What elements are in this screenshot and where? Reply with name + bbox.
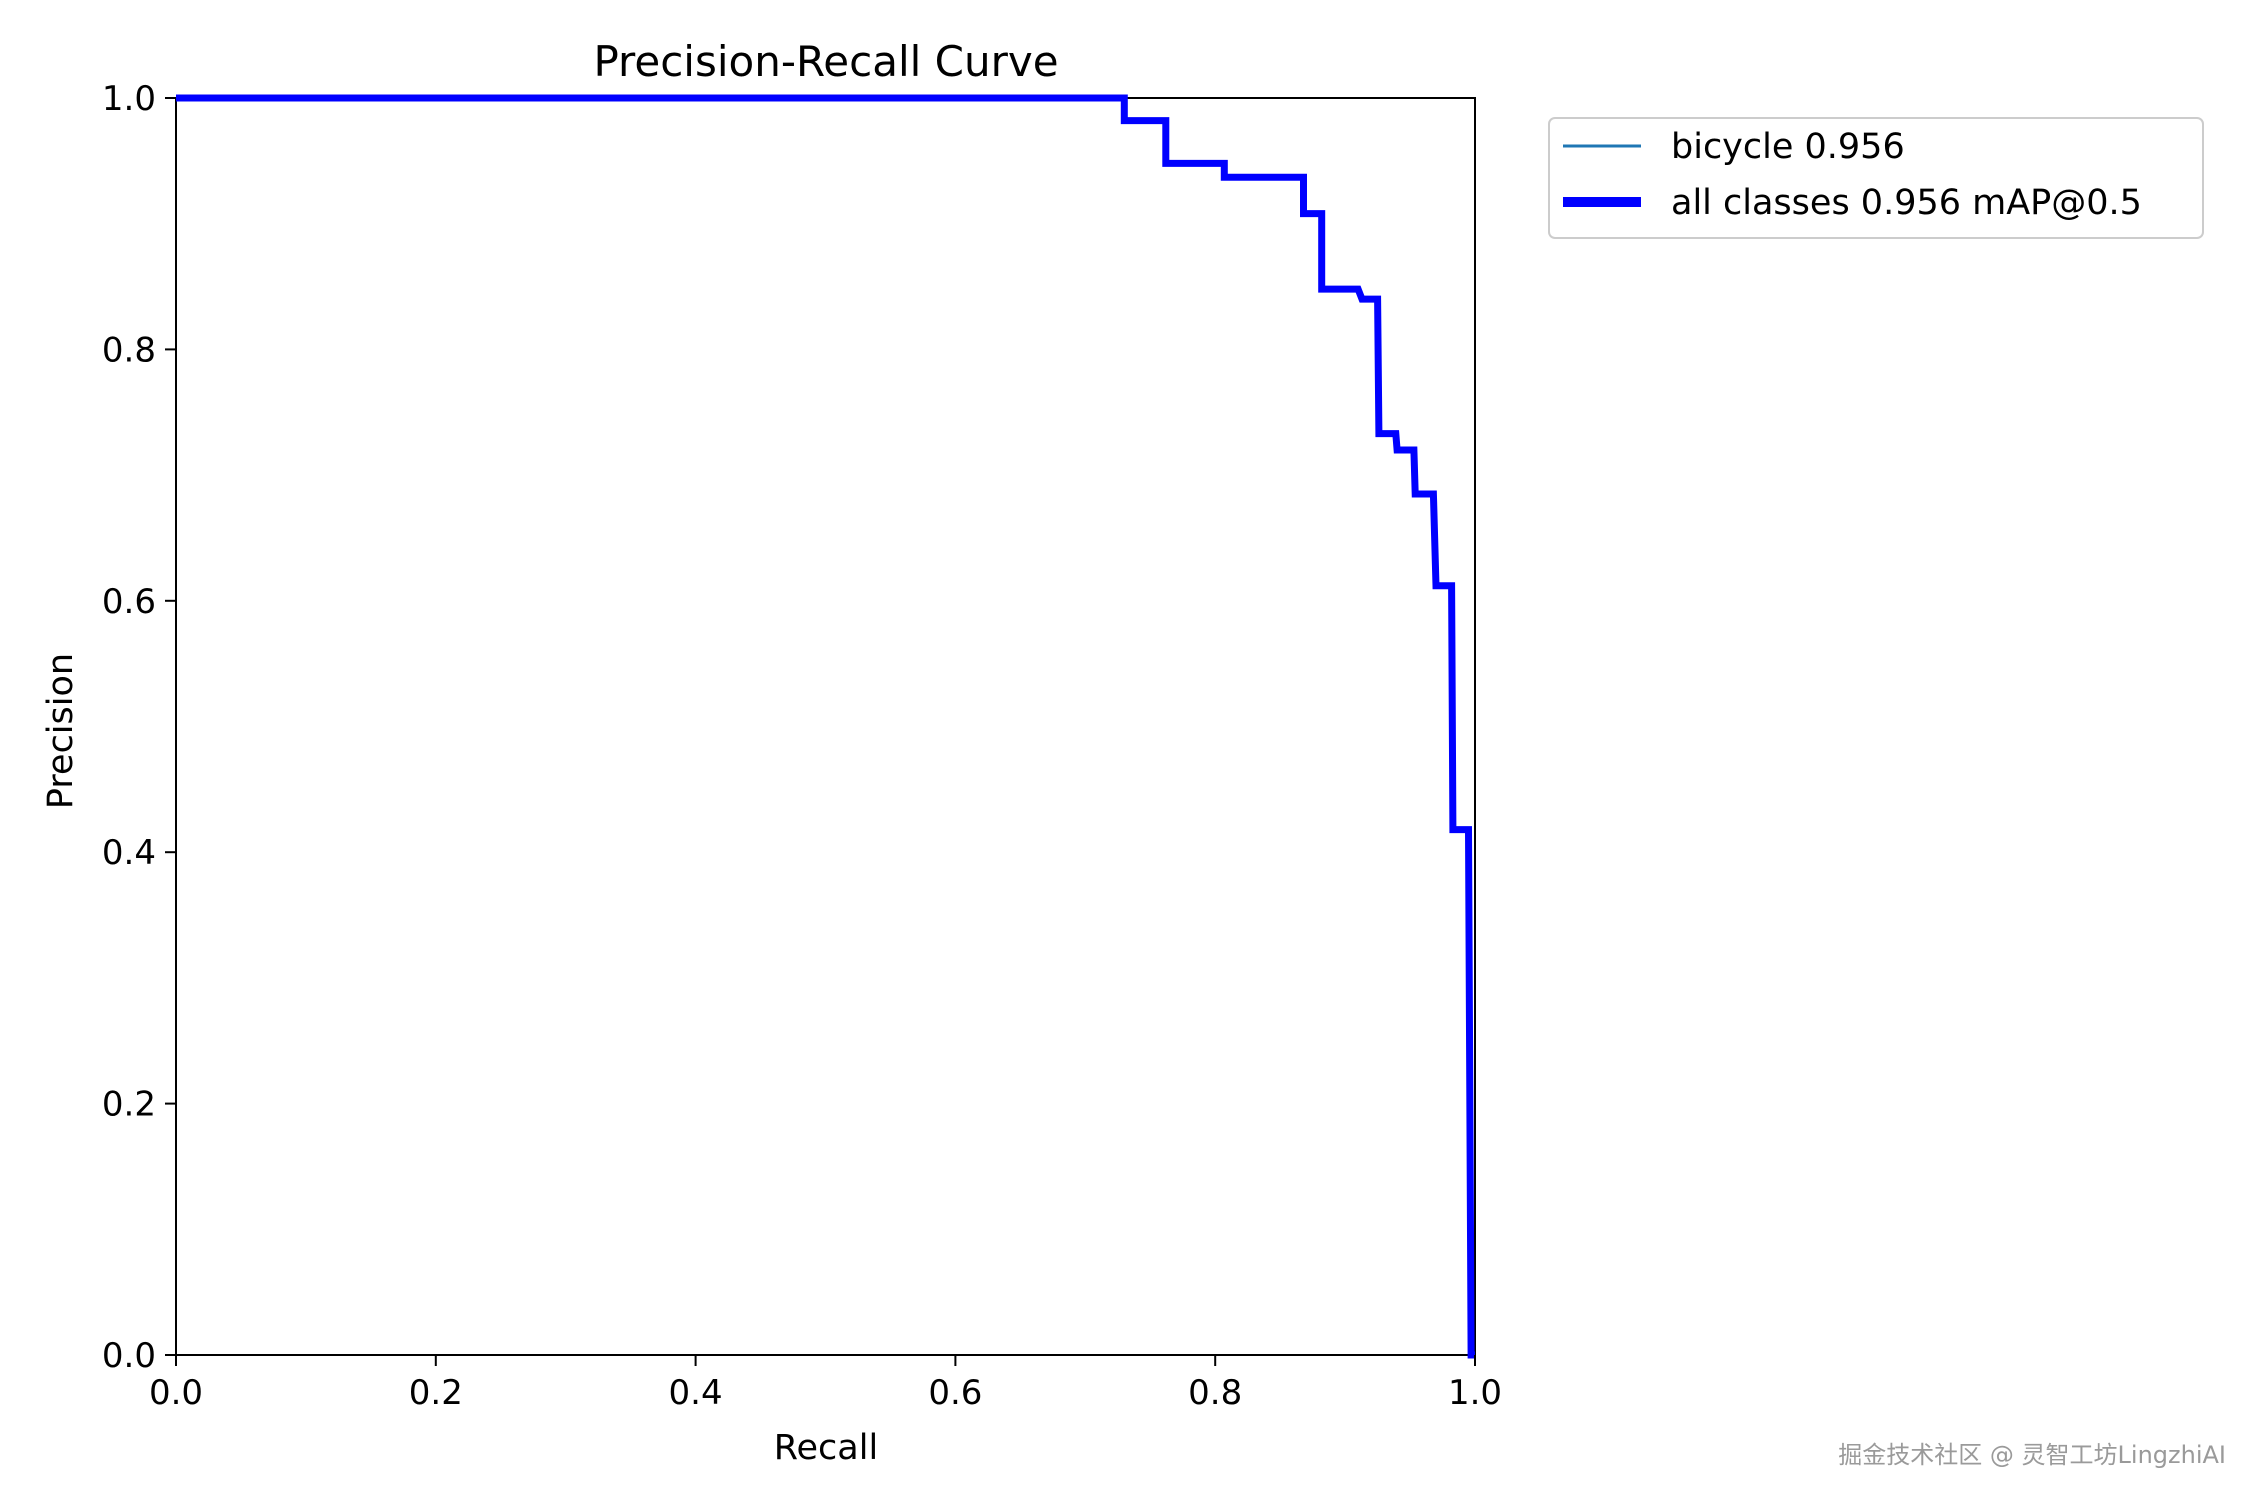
y-tick-label: 0.6 (102, 582, 156, 622)
chart-title: Precision-Recall Curve (593, 37, 1058, 86)
x-axis-ticks: 0.0 0.2 0.4 0.6 0.8 1.0 (149, 1355, 1502, 1413)
y-tick-label: 1.0 (102, 79, 156, 119)
y-tick-label: 0.8 (102, 330, 156, 370)
series-line-1 (176, 94, 1475, 1359)
x-tick-label: 0.8 (1188, 1373, 1242, 1413)
x-tick-label: 0.0 (149, 1373, 203, 1413)
y-axis-ticks: 0.0 0.2 0.4 0.6 0.8 1.0 (102, 79, 176, 1376)
plot-area (175, 97, 1476, 1356)
series-layer (176, 94, 1475, 1359)
x-tick-label: 1.0 (1448, 1373, 1502, 1413)
legend-label-bicycle: bicycle 0.956 (1671, 127, 1905, 167)
x-tick-label: 0.2 (409, 1373, 463, 1413)
x-tick-label: 0.6 (928, 1373, 982, 1413)
legend: bicycle 0.956 all classes 0.956 mAP@0.5 (1548, 117, 2204, 239)
plot-frame (175, 97, 1476, 1356)
y-tick-label: 0.4 (102, 833, 156, 873)
watermark-text: 掘金技术社区 @ 灵智工坊LingzhiAI (1838, 1441, 2226, 1469)
x-axis-title: Recall (774, 1428, 878, 1468)
legend-label-all-classes: all classes 0.956 mAP@0.5 (1671, 183, 2142, 223)
y-tick-label: 0.0 (102, 1336, 156, 1376)
y-axis-title: Precision (41, 653, 81, 809)
legend-box (1548, 117, 2204, 239)
y-tick-label: 0.2 (102, 1085, 156, 1125)
x-tick-label: 0.4 (669, 1373, 723, 1413)
